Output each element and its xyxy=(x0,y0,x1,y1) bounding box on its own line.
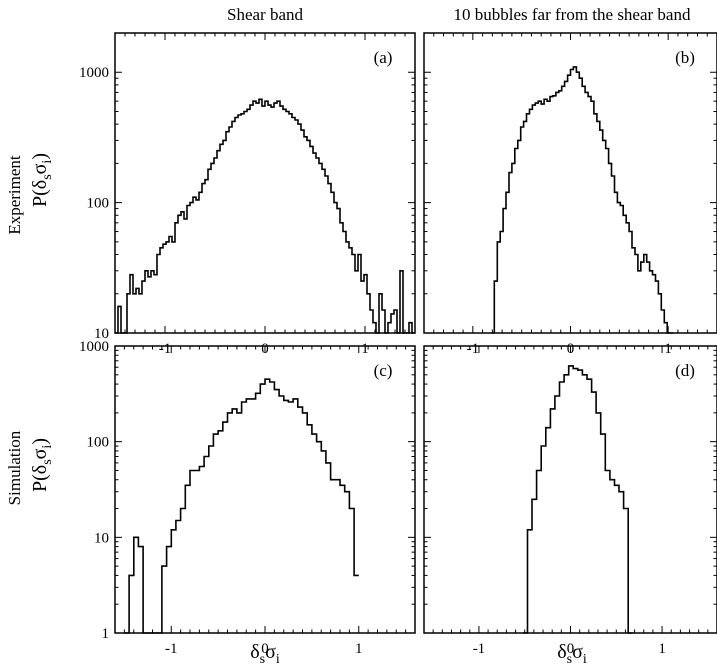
panel-label: (a) xyxy=(374,48,393,67)
y-tick-label: 10 xyxy=(94,530,109,546)
histogram-series-0 xyxy=(124,378,359,634)
y-tick-label: 10 xyxy=(94,326,109,342)
panel-frame xyxy=(114,32,416,334)
x-tick-label: -1 xyxy=(165,641,178,657)
x-tick-label: -1 xyxy=(467,341,480,357)
panel-frame xyxy=(423,345,717,634)
chart-panel-3: -1 0 1 (d) xyxy=(423,345,717,657)
row-label-experiment: Experiment xyxy=(5,155,24,235)
column-title-shear-band: Shear band xyxy=(227,5,304,24)
panel-frame xyxy=(114,345,416,634)
chart-panel-0: -101101001000(a) xyxy=(79,32,416,357)
y-axis-label-bottom: P(δsσi) xyxy=(29,438,55,492)
x-tick-label: 0 xyxy=(567,641,575,657)
histogram-series-0 xyxy=(115,98,415,334)
chart-panel-1: -101(b) xyxy=(423,32,717,357)
y-tick-label: 100 xyxy=(87,435,110,451)
x-tick-label: 1 xyxy=(658,641,666,657)
row-label-simulation: Simulation xyxy=(5,430,24,505)
x-tick-label: 1 xyxy=(355,641,363,657)
y-axis-label-top: P(δsσi) xyxy=(29,153,55,207)
y-tick-label: 1000 xyxy=(79,339,109,355)
chart-panel-2: -1 0 1 1 10 100 1000 (c) xyxy=(79,339,416,657)
y-tick-label: 1000 xyxy=(79,65,109,81)
column-title-far-bubbles: 10 bubbles far from the shear band xyxy=(454,5,691,24)
x-axis-label-left: δsσi xyxy=(250,641,280,666)
y-tick-label: 100 xyxy=(87,196,110,212)
x-tick-label: 1 xyxy=(361,341,369,357)
x-tick-label: -1 xyxy=(473,641,486,657)
x-axis-label-right: δsσi xyxy=(557,641,587,666)
histogram-series-0 xyxy=(522,365,633,634)
x-tick-label: -1 xyxy=(159,341,172,357)
panel-label: (c) xyxy=(374,361,393,380)
histogram-series-0 xyxy=(491,66,673,334)
x-tick-label: 1 xyxy=(664,341,672,357)
y-tick-label: 1 xyxy=(102,626,110,642)
panel-frame xyxy=(423,32,717,334)
panel-label: (b) xyxy=(675,48,695,67)
panel-label: (d) xyxy=(675,361,695,380)
x-tick-label: 0 xyxy=(261,641,269,657)
